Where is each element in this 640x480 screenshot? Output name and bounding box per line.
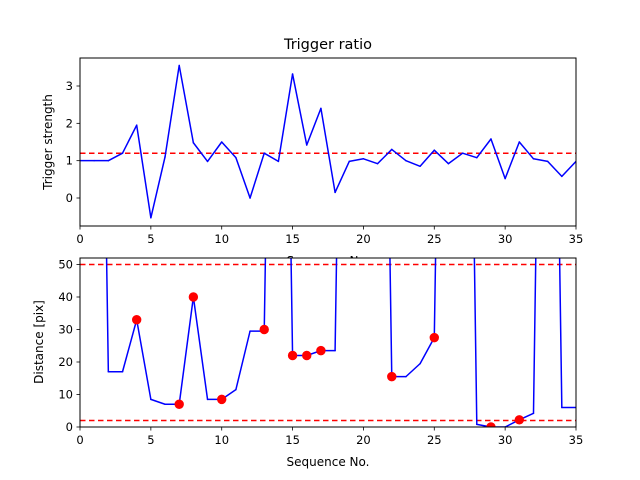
series-line-segment [447,152,464,165]
series-line-segment [220,141,237,159]
series-line-segment [362,158,379,165]
data-point-marker [188,292,199,302]
x-tick-label: 10 [214,232,229,246]
data-point-marker [514,415,525,425]
chart-title: Trigger ratio [283,37,372,53]
plot-frame [79,257,577,428]
plot-background [80,258,576,427]
x-tick-label: 10 [214,433,229,447]
data-point-marker [302,350,312,361]
y-tick-label: 0 [66,191,73,205]
series-lines [105,258,576,427]
y-tick-label: 50 [58,258,73,272]
y-tick-label: 2 [66,116,73,130]
data-point-marker [259,324,269,335]
plot-frame [79,57,577,227]
series-line-segment [305,107,322,146]
series-line-segment [391,148,407,162]
data-point-marker [174,399,184,409]
y-tick-label: 30 [58,323,73,337]
series-line-segment [121,319,138,373]
y-axis-label: Distance [pix] [32,300,46,384]
x-tick-label: 0 [76,433,83,447]
data-point-marker [287,350,298,361]
data-point-marker [387,371,397,382]
x-tick-label: 15 [285,232,300,246]
threshold-lines [80,263,576,422]
data-point-marker [316,345,326,356]
series-line-segment [532,158,549,163]
series-line-segment [235,156,251,199]
y-tick-label: 3 [66,79,73,93]
series-line-segment [291,73,308,146]
axis-ticks: 0 5 10 15 20 25 30 35 0 10 20 30 40 50 [58,258,583,448]
x-tick-label: 20 [356,232,371,246]
series-line-segment [518,141,535,160]
series-line-segment [348,158,365,163]
x-tick-label: 35 [569,232,584,246]
series-markers [131,292,525,427]
series-line-segment [433,149,450,165]
y-tick-label: 1 [66,154,73,168]
series-line-segment [561,160,576,178]
y-tick-label: 40 [58,290,73,304]
data-point-marker [429,332,439,343]
x-axis-label: Sequence No. [287,455,370,469]
series-line-segment [107,152,124,162]
series-line-segment [490,138,506,180]
x-tick-label: 35 [569,433,584,447]
series-line-segment [150,398,166,405]
series-line-segment [192,296,209,401]
x-tick-label: 25 [427,433,442,447]
distance-plot: 0 5 10 15 20 25 30 35 0 10 20 30 40 50 Distance [pix]… [32,257,583,469]
y-tick-label: 10 [58,388,73,402]
series-line-segment [150,156,166,219]
data-point-marker [131,315,142,325]
series-line-segment [376,148,393,165]
series-line-segment [504,141,521,180]
series-line-segment [121,124,138,154]
x-tick-label: 30 [498,433,513,447]
x-tick-label: 20 [356,433,371,447]
series-line-segment [419,336,436,365]
series-line-segment [206,141,223,163]
y-tick-label: 20 [58,355,73,369]
series-line-segment [546,160,563,178]
series-lines [80,64,576,219]
series-line-segment [249,152,265,199]
data-point-marker [217,394,227,405]
series-line-segment [263,152,280,163]
series-line-segment [235,330,251,391]
trigger-ratio-plot: Trigger ratio 0 5 10 15 20 25 30 35 0 1 2 3 Trigger… [41,37,583,268]
x-tick-label: 0 [76,232,83,246]
series-line-segment [461,152,478,159]
axis-ticks: 0 5 10 15 20 25 30 35 0 1 2 3 [66,79,584,246]
series-line-segment [135,124,152,219]
y-tick-label: 0 [66,420,73,434]
series-line-segment [320,107,336,194]
series-line-segment [192,141,209,163]
series-line-segment [473,258,478,426]
series-line-segment [135,319,152,401]
x-tick-label: 30 [498,232,513,246]
series-line-segment [405,159,421,168]
x-tick-label: 5 [147,433,154,447]
x-tick-label: 25 [427,232,442,246]
series-line-segment [405,362,421,378]
x-tick-label: 5 [147,232,154,246]
series-line-segment [277,73,294,163]
x-tick-label: 15 [285,433,300,447]
y-axis-label: Trigger strength [41,94,55,191]
series-line-segment [419,149,436,168]
series-line-segment [476,138,492,159]
series-line-segment [178,64,195,144]
series-line-segment [164,64,180,158]
series-line-segment [334,160,351,194]
series-line-segment [178,296,195,405]
